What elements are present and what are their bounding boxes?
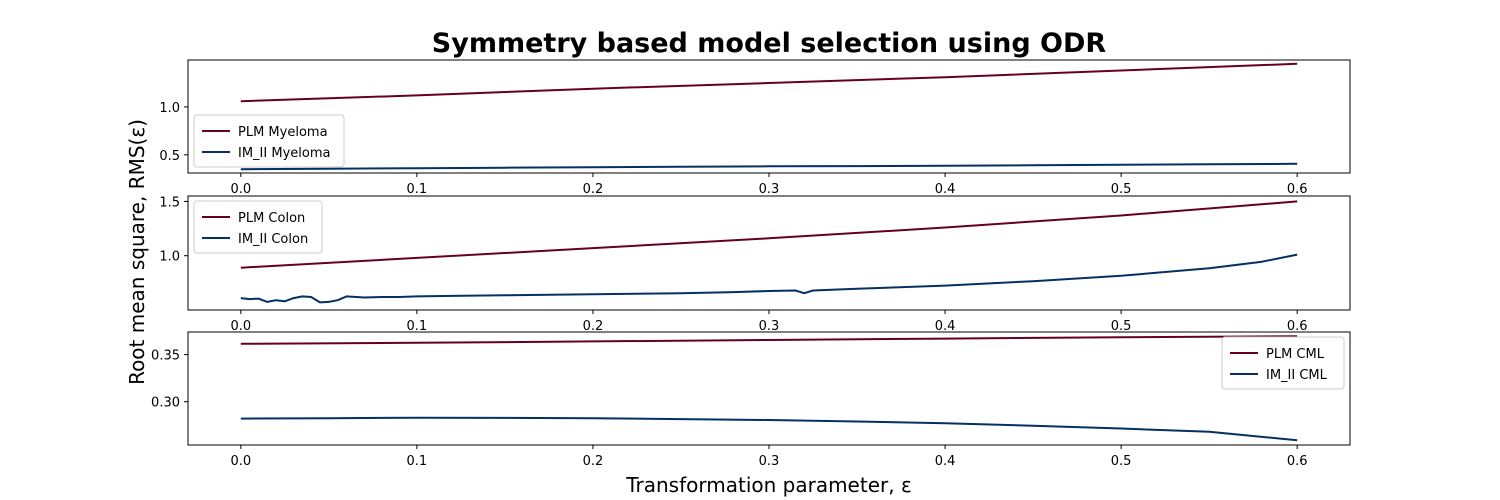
- chart-title: Symmetry based model selection using ODR: [432, 28, 1107, 59]
- y-tick-label: 1.5: [159, 195, 180, 210]
- legend-label: IM_II Myeloma: [238, 146, 330, 161]
- subplots: 0.0 0.1 0.2 0.3 0.4 0.5 0.6 0.5 1.0 PLM Myeloma IM…: [151, 59, 1351, 469]
- subplot-2: 0.0 0.1 0.2 0.3 0.4 0.5 0.6 1.0 1.5 PLM Colon IM_I…: [159, 195, 1351, 334]
- legend: PLM CML IM_II CML: [1221, 336, 1345, 390]
- legend-box: [193, 200, 323, 254]
- x-tick-label: 0.2: [583, 319, 604, 334]
- x-tick-label: 0.2: [583, 182, 604, 197]
- x-tick-label: 0.3: [759, 454, 780, 469]
- series-line-plm-cml: [240, 335, 1298, 345]
- y-tick-label: 1.0: [159, 250, 180, 265]
- x-tick-label: 0.1: [407, 319, 428, 334]
- legend-box: [1221, 336, 1345, 390]
- x-tick-label: 0.6: [1287, 454, 1308, 469]
- x-tick-label: 0.5: [1111, 182, 1132, 197]
- subplot-1: 0.0 0.1 0.2 0.3 0.4 0.5 0.6 0.5 1.0 PLM Myeloma IM…: [159, 59, 1351, 197]
- x-tick-label: 0.0: [230, 454, 251, 469]
- legend-label: PLM Colon: [238, 211, 305, 226]
- y-tick-label: 0.35: [151, 349, 180, 364]
- x-tick-label: 0.2: [583, 454, 604, 469]
- series-line-im-ii-myeloma: [240, 162, 1298, 171]
- x-tick-label: 0.4: [935, 454, 956, 469]
- legend-label: PLM CML: [1266, 347, 1325, 362]
- legend-label: PLM Myeloma: [238, 125, 328, 140]
- x-axis-label: Transformation parameter, ε: [625, 473, 912, 497]
- axes-frame: [187, 331, 1351, 446]
- legend: PLM Myeloma IM_II Myeloma: [193, 114, 345, 168]
- legend: PLM Colon IM_II Colon: [193, 200, 323, 254]
- legend-box: [193, 114, 345, 168]
- x-tick-label: 0.0: [230, 182, 251, 197]
- x-tick-label: 0.5: [1111, 319, 1132, 334]
- x-tick-label: 0.3: [759, 182, 780, 197]
- series-line-plm-colon: [240, 200, 1298, 269]
- x-tick-label: 0.1: [407, 182, 428, 197]
- x-tick-label: 0.6: [1287, 182, 1308, 197]
- x-tick-label: 0.1: [407, 454, 428, 469]
- legend-label: IM_II CML: [1266, 368, 1328, 383]
- x-tick-label: 0.4: [935, 182, 956, 197]
- series-line-im-ii-cml: [240, 416, 1298, 442]
- subplot-3: 0.0 0.1 0.2 0.3 0.4 0.5 0.6 0.30 0.35 PLM CML IM_I…: [151, 331, 1351, 469]
- series-line-plm-myeloma: [240, 62, 1298, 103]
- y-tick-label: 0.30: [151, 396, 180, 411]
- x-tick-label: 0.6: [1287, 319, 1308, 334]
- x-tick-label: 0.3: [759, 319, 780, 334]
- axes-frame: [187, 195, 1351, 311]
- x-tick-label: 0.0: [230, 319, 251, 334]
- axes-frame: [187, 59, 1351, 174]
- x-tick-label: 0.4: [935, 319, 956, 334]
- series-line-im-ii-colon: [240, 253, 1298, 304]
- x-tick-label: 0.5: [1111, 454, 1132, 469]
- y-axis-label: Root mean square, RMS(ε): [125, 119, 149, 385]
- y-tick-label: 0.5: [159, 149, 180, 164]
- y-tick-label: 1.0: [159, 101, 180, 116]
- legend-label: IM_II Colon: [238, 232, 308, 247]
